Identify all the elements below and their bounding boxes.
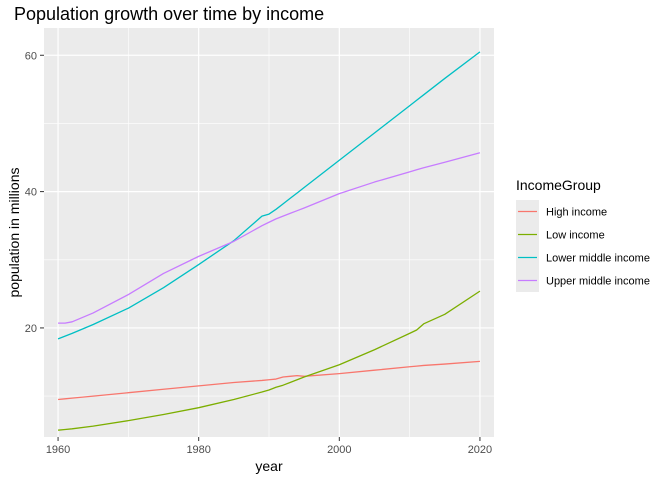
x-tick-label: 1960 — [46, 444, 70, 456]
legend-label: High income — [546, 207, 607, 219]
x-tick-label: 1980 — [186, 444, 210, 456]
legend-title: IncomeGroup — [516, 177, 601, 193]
series-line-low-income — [57, 290, 481, 431]
legend-item-low-income: Low income — [516, 223, 605, 246]
series-line-upper-middle-income — [58, 152, 481, 324]
y-tick-label: 40 — [25, 187, 37, 199]
series-line-lower-middle-income — [57, 51, 481, 340]
series-line-high-income — [57, 360, 480, 401]
legend-label: Lower middle income — [546, 253, 650, 265]
x-tick-label: 2000 — [327, 444, 351, 456]
y-tick-label: 20 — [25, 323, 37, 335]
legend-item-lower-middle-income: Lower middle income — [516, 246, 650, 269]
y-axis-title: population in millions — [6, 168, 22, 298]
legend-item-high-income: High income — [516, 200, 607, 223]
x-axis-title: year — [255, 458, 283, 474]
series-lines — [57, 51, 481, 431]
chart-title: Population growth over time by income — [14, 4, 324, 24]
legend: IncomeGroup High income Low income Lower m… — [516, 177, 650, 292]
y-tick-label: 60 — [25, 50, 37, 62]
legend-item-upper-middle-income: Upper middle income — [516, 269, 650, 292]
minor-gridlines — [44, 28, 494, 437]
x-axis-ticks: 1960 1980 2000 2020 — [46, 437, 492, 456]
x-tick-label: 2020 — [468, 444, 492, 456]
y-axis-ticks: 20 40 60 — [25, 50, 44, 335]
legend-label: Low income — [546, 230, 605, 242]
legend-label: Upper middle income — [546, 276, 650, 288]
